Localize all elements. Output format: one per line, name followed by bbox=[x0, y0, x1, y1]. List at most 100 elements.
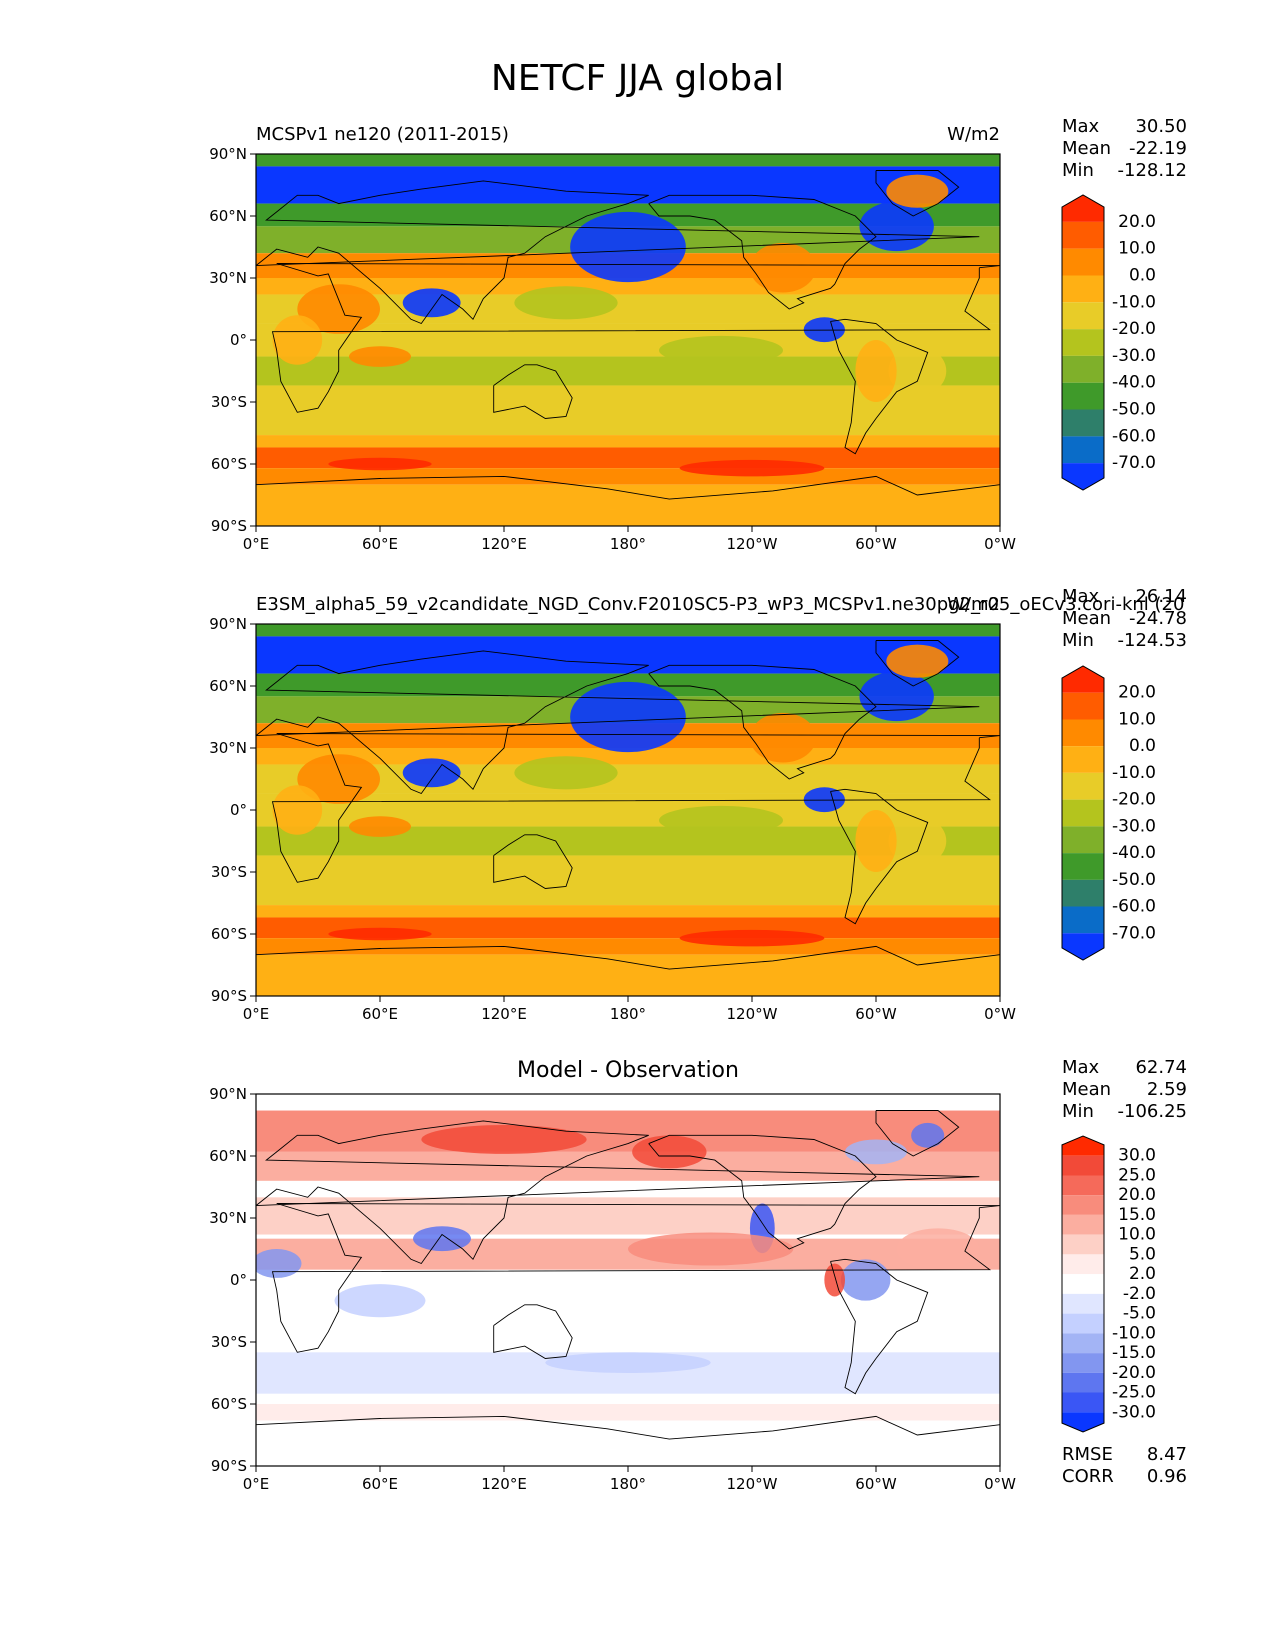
colorbar-swatch bbox=[1062, 275, 1104, 303]
panel-3-title: Model - Observation bbox=[517, 1058, 739, 1083]
colorbar-label: -10.0 bbox=[1112, 292, 1156, 312]
coastline-3-6 bbox=[256, 1415, 1000, 1440]
colorbar-label: -40.0 bbox=[1112, 843, 1156, 863]
colorbar-swatch bbox=[1062, 1412, 1104, 1432]
colorbar-swatch bbox=[1062, 746, 1104, 773]
x-tick-label: 60°E bbox=[362, 535, 398, 553]
x-tick-label: 60°W bbox=[855, 1475, 897, 1493]
colorbar-swatch bbox=[1062, 1234, 1104, 1255]
colorbar-label: -15.0 bbox=[1112, 1343, 1156, 1363]
y-tick-label: 60°S bbox=[211, 925, 247, 943]
coastline-2-0 bbox=[271, 733, 1000, 883]
coastline-2-2 bbox=[493, 834, 573, 889]
x-tick-label: 60°W bbox=[855, 535, 897, 553]
colorbar-label: -5.0 bbox=[1123, 1304, 1156, 1324]
colorbar-label: 20.0 bbox=[1118, 212, 1156, 232]
x-tick-label: 0°W bbox=[984, 1475, 1016, 1493]
y-tick-label: 60°S bbox=[211, 1395, 247, 1413]
figure-title: NETCF JJA global bbox=[490, 58, 785, 99]
colorbar-swatch bbox=[1062, 1293, 1104, 1314]
panel-2-stats: Max 26.14 Mean -24.78 Min -124.53 bbox=[1062, 586, 1187, 651]
map-field-3 bbox=[256, 1094, 1000, 1466]
colorbar-label: -10.0 bbox=[1112, 763, 1156, 783]
x-tick-label: 120°E bbox=[481, 1005, 527, 1023]
map-panel-3: 0°E 60°E 120°E 180° 120°W 60°W 0°W 90°N 60°N 30°N… bbox=[209, 1085, 1016, 1493]
colorbar-3: 30.025.020.015.010.05.02.0-2.0-5.0-10.0-… bbox=[1061, 1135, 1156, 1433]
colorbar-label: -60.0 bbox=[1112, 426, 1156, 446]
colorbar-label: 10.0 bbox=[1118, 239, 1156, 259]
y-tick-label: 30°S bbox=[211, 863, 247, 881]
panel-3-error-stats: RMSE 8.47 CORR 0.96 bbox=[1062, 1444, 1187, 1487]
map-panel-2: 0°E 60°E 120°E 180° 120°W 60°W 0°W 90°N 60°N 30°N… bbox=[209, 615, 1016, 1023]
colorbar-label: 2.0 bbox=[1129, 1264, 1156, 1284]
colorbar-swatch bbox=[1062, 1175, 1104, 1196]
colorbar-swatch bbox=[1062, 409, 1104, 437]
x-tick-label: 180° bbox=[610, 1475, 646, 1493]
x-tick-label: 120°E bbox=[481, 535, 527, 553]
colorbar-2: 20.0 10.0 0.0 -10.0 -20.0 -30.0 -40.0 -50.0 -60.… bbox=[1061, 665, 1156, 961]
colorbar-label: -40.0 bbox=[1112, 373, 1156, 393]
colorbar-label: 25.0 bbox=[1118, 1165, 1156, 1185]
colorbar-label: -2.0 bbox=[1123, 1284, 1156, 1304]
colorbar-swatch bbox=[1062, 195, 1104, 222]
map-field-1 bbox=[256, 154, 1000, 526]
colorbar-label: -70.0 bbox=[1112, 923, 1156, 943]
coastline-2-5 bbox=[875, 640, 960, 687]
colorbar-swatch bbox=[1062, 1353, 1104, 1373]
panel-1-units: W/m2 bbox=[947, 124, 1000, 145]
map-panel-1: 0°E 60°E 120°E 180° 120°W 60°W 0°W 90°N 60°N 30°N… bbox=[209, 145, 1016, 553]
y-tick-label: 60°S bbox=[211, 455, 247, 473]
colorbar-label: 30.0 bbox=[1118, 1146, 1156, 1166]
colorbar-swatch bbox=[1062, 826, 1104, 854]
colorbar-swatch bbox=[1062, 1214, 1104, 1235]
colorbar-swatch bbox=[1062, 719, 1104, 747]
colorbar-swatch bbox=[1062, 853, 1104, 880]
map-field-2 bbox=[256, 624, 1000, 996]
colorbar-swatch bbox=[1062, 1313, 1104, 1334]
y-tick-label: 0° bbox=[230, 331, 247, 349]
colorbar-label: -30.0 bbox=[1112, 816, 1156, 836]
colorbar-swatch bbox=[1062, 382, 1104, 410]
colorbar-swatch bbox=[1062, 1195, 1104, 1215]
colorbar-label: -50.0 bbox=[1112, 400, 1156, 420]
colorbar-label: 20.0 bbox=[1118, 1185, 1156, 1205]
y-tick-label: 60°N bbox=[209, 1147, 247, 1165]
colorbar-label: 15.0 bbox=[1118, 1205, 1156, 1225]
colorbar-swatch bbox=[1062, 221, 1104, 249]
x-tick-label: 0°E bbox=[243, 535, 270, 553]
colorbar-swatch bbox=[1062, 436, 1104, 464]
colorbar-swatch bbox=[1062, 772, 1104, 800]
coastline-3-3 bbox=[648, 1134, 877, 1250]
coastline-1-0 bbox=[271, 263, 1000, 413]
colorbar-label: -50.0 bbox=[1112, 870, 1156, 890]
y-tick-label: 90°S bbox=[211, 987, 247, 1005]
colorbar-label: -30.0 bbox=[1112, 1402, 1156, 1422]
colorbar-swatch bbox=[1062, 1254, 1104, 1275]
x-tick-label: 120°W bbox=[727, 1005, 778, 1023]
colorbar-label: -70.0 bbox=[1112, 453, 1156, 473]
colorbar-swatch bbox=[1062, 933, 1104, 960]
x-tick-label: 0°W bbox=[984, 1005, 1016, 1023]
coastline-2-4 bbox=[830, 788, 929, 925]
x-tick-label: 60°W bbox=[855, 1005, 897, 1023]
x-tick-label: 120°E bbox=[481, 1475, 527, 1493]
y-tick-label: 90°N bbox=[209, 1085, 247, 1103]
y-tick-label: 30°S bbox=[211, 393, 247, 411]
y-tick-label: 0° bbox=[230, 801, 247, 819]
coastline-2-3 bbox=[648, 664, 877, 780]
colorbar-label: -30.0 bbox=[1112, 346, 1156, 366]
coastline-2-6 bbox=[256, 945, 1000, 970]
y-tick-label: 30°N bbox=[209, 269, 247, 287]
colorbar-label: 20.0 bbox=[1118, 683, 1156, 703]
coastline-1-6 bbox=[256, 475, 1000, 500]
y-tick-label: 60°N bbox=[209, 677, 247, 695]
colorbar-swatch bbox=[1062, 1155, 1104, 1176]
x-tick-label: 180° bbox=[610, 1005, 646, 1023]
coastline-1-2 bbox=[493, 364, 573, 419]
y-tick-label: 90°S bbox=[211, 517, 247, 535]
panel-3-stats: Max 62.74 Mean 2.59 Min -106.25 bbox=[1062, 1057, 1187, 1122]
colorbar-label: -20.0 bbox=[1112, 1363, 1156, 1383]
colorbar-swatch bbox=[1062, 906, 1104, 934]
colorbar-swatch bbox=[1062, 355, 1104, 383]
